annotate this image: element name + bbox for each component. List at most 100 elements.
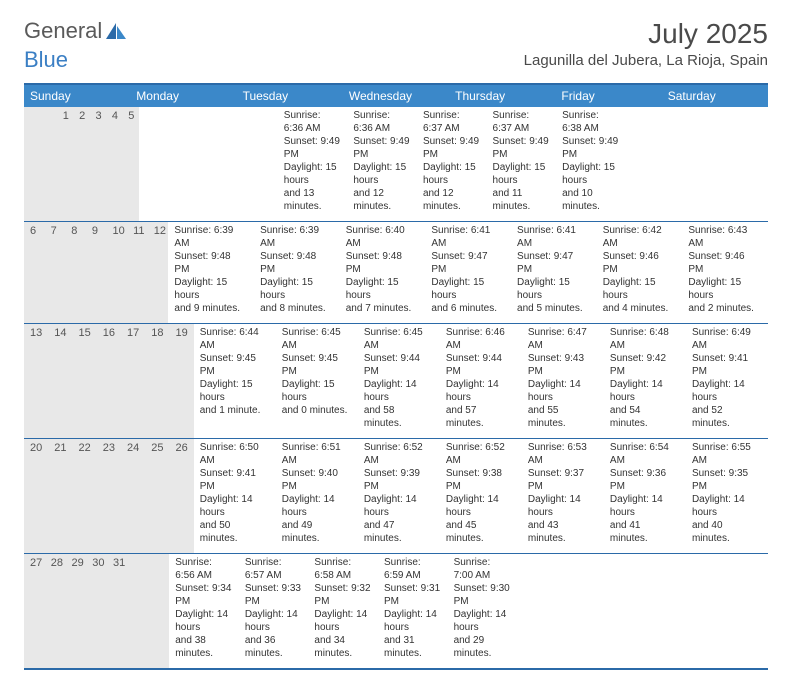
day-detail-line: and 9 minutes. xyxy=(174,302,248,315)
day-number: 28 xyxy=(45,554,66,572)
day-number: 24 xyxy=(121,439,145,457)
day-number: 29 xyxy=(66,554,87,572)
day-number: 26 xyxy=(170,439,194,457)
day-detail-line: Sunrise: 6:38 AM xyxy=(562,109,620,135)
day-number: 3 xyxy=(90,107,106,125)
day-cell: Sunrise: 6:50 AMSunset: 9:41 PMDaylight:… xyxy=(194,439,276,553)
brand-general: General xyxy=(24,18,102,44)
day-cell: Sunrise: 6:44 AMSunset: 9:45 PMDaylight:… xyxy=(194,324,276,438)
day-detail-line: Daylight: 15 hours xyxy=(174,276,248,302)
day-number xyxy=(40,107,56,125)
day-detail-line: Sunset: 9:35 PM xyxy=(692,467,762,493)
day-detail-line: Sunset: 9:49 PM xyxy=(353,135,411,161)
day-detail-line: Sunset: 9:31 PM xyxy=(384,582,442,608)
day-detail-line: Sunrise: 6:39 AM xyxy=(260,224,334,250)
day-detail-line: Daylight: 15 hours xyxy=(346,276,420,302)
day-cell: Sunrise: 6:36 AMSunset: 9:49 PMDaylight:… xyxy=(347,107,417,221)
day-detail-line: Sunrise: 6:37 AM xyxy=(423,109,481,135)
day-number: 11 xyxy=(127,222,148,240)
day-detail-line: and 50 minutes. xyxy=(200,519,270,545)
day-cell: Sunrise: 6:39 AMSunset: 9:48 PMDaylight:… xyxy=(254,222,340,323)
day-number xyxy=(149,554,170,572)
day-detail-line: Daylight: 15 hours xyxy=(423,161,481,187)
weekday-header: Monday xyxy=(130,85,236,107)
day-detail-line: Sunset: 9:49 PM xyxy=(493,135,551,161)
day-detail-line: Daylight: 15 hours xyxy=(284,161,342,187)
day-cell: Sunrise: 6:41 AMSunset: 9:47 PMDaylight:… xyxy=(511,222,597,323)
day-detail-line: Sunrise: 6:39 AM xyxy=(174,224,248,250)
day-cell: Sunrise: 6:37 AMSunset: 9:49 PMDaylight:… xyxy=(487,107,557,221)
daytext-row: Sunrise: 6:50 AMSunset: 9:41 PMDaylight:… xyxy=(194,439,768,553)
week-row: 6789101112Sunrise: 6:39 AMSunset: 9:48 P… xyxy=(24,222,768,324)
day-detail-line: Sunrise: 6:44 AM xyxy=(200,326,270,352)
daynum-row: 12345 xyxy=(24,107,139,221)
day-cell xyxy=(517,554,587,668)
day-detail-line: Sunrise: 6:50 AM xyxy=(200,441,270,467)
day-number: 2 xyxy=(73,107,89,125)
day-detail-line: and 34 minutes. xyxy=(314,634,372,660)
day-detail-line: and 5 minutes. xyxy=(517,302,591,315)
day-cell: Sunrise: 6:53 AMSunset: 9:37 PMDaylight:… xyxy=(522,439,604,553)
day-detail-line: and 40 minutes. xyxy=(692,519,762,545)
day-cell: Sunrise: 6:58 AMSunset: 9:32 PMDaylight:… xyxy=(308,554,378,668)
day-detail-line: Sunset: 9:39 PM xyxy=(364,467,434,493)
week-row: 2728293031Sunrise: 6:56 AMSunset: 9:34 P… xyxy=(24,554,768,668)
day-detail-line: Sunset: 9:41 PM xyxy=(692,352,762,378)
location-subtitle: Lagunilla del Jubera, La Rioja, Spain xyxy=(524,52,768,69)
week-row: 13141516171819Sunrise: 6:44 AMSunset: 9:… xyxy=(24,324,768,439)
day-cell: Sunrise: 6:57 AMSunset: 9:33 PMDaylight:… xyxy=(239,554,309,668)
day-detail-line: Daylight: 15 hours xyxy=(431,276,505,302)
day-number: 31 xyxy=(107,554,128,572)
day-detail-line: Daylight: 14 hours xyxy=(446,493,516,519)
day-number: 7 xyxy=(45,222,66,240)
day-detail-line: and 36 minutes. xyxy=(245,634,303,660)
day-cell xyxy=(208,107,278,221)
day-cell: Sunrise: 6:45 AMSunset: 9:45 PMDaylight:… xyxy=(276,324,358,438)
day-detail-line: Sunset: 9:38 PM xyxy=(446,467,516,493)
day-cell: Sunrise: 6:45 AMSunset: 9:44 PMDaylight:… xyxy=(358,324,440,438)
day-cell: Sunrise: 6:47 AMSunset: 9:43 PMDaylight:… xyxy=(522,324,604,438)
day-detail-line: and 49 minutes. xyxy=(282,519,352,545)
brand-blue: Blue xyxy=(24,47,68,72)
day-detail-line: and 31 minutes. xyxy=(384,634,442,660)
day-detail-line: Daylight: 15 hours xyxy=(493,161,551,187)
day-detail-line: Sunrise: 6:51 AM xyxy=(282,441,352,467)
day-detail-line: and 7 minutes. xyxy=(346,302,420,315)
day-detail-line: Sunset: 9:46 PM xyxy=(688,250,762,276)
day-number: 14 xyxy=(48,324,72,342)
day-detail-line: Sunrise: 6:36 AM xyxy=(284,109,342,135)
day-detail-line: Sunset: 9:32 PM xyxy=(314,582,372,608)
day-cell: Sunrise: 6:41 AMSunset: 9:47 PMDaylight:… xyxy=(425,222,511,323)
weekday-header: Thursday xyxy=(449,85,555,107)
daynum-row: 6789101112 xyxy=(24,222,168,323)
day-detail-line: Daylight: 14 hours xyxy=(610,378,680,404)
month-title: July 2025 xyxy=(524,18,768,50)
day-detail-line: Sunrise: 6:47 AM xyxy=(528,326,598,352)
day-detail-line: Sunrise: 6:40 AM xyxy=(346,224,420,250)
day-detail-line: Sunset: 9:30 PM xyxy=(454,582,512,608)
day-detail-line: Sunset: 9:48 PM xyxy=(346,250,420,276)
day-detail-line: Sunset: 9:48 PM xyxy=(260,250,334,276)
daytext-row: Sunrise: 6:36 AMSunset: 9:49 PMDaylight:… xyxy=(139,107,626,221)
day-detail-line: Sunset: 9:37 PM xyxy=(528,467,598,493)
weeks-container: 12345Sunrise: 6:36 AMSunset: 9:49 PMDayl… xyxy=(24,107,768,668)
day-detail-line: Sunrise: 6:42 AM xyxy=(603,224,677,250)
day-number: 15 xyxy=(73,324,97,342)
weekday-header-row: SundayMondayTuesdayWednesdayThursdayFrid… xyxy=(24,85,768,107)
day-detail-line: Sunset: 9:34 PM xyxy=(175,582,233,608)
weekday-header: Tuesday xyxy=(237,85,343,107)
day-detail-line: Sunrise: 6:59 AM xyxy=(384,556,442,582)
day-detail-line: Sunset: 9:45 PM xyxy=(200,352,270,378)
day-detail-line: Daylight: 14 hours xyxy=(200,493,270,519)
day-detail-line: and 13 minutes. xyxy=(284,187,342,213)
day-detail-line: Daylight: 14 hours xyxy=(446,378,516,404)
day-cell: Sunrise: 6:48 AMSunset: 9:42 PMDaylight:… xyxy=(604,324,686,438)
day-detail-line: Daylight: 14 hours xyxy=(282,493,352,519)
day-cell: Sunrise: 6:46 AMSunset: 9:44 PMDaylight:… xyxy=(440,324,522,438)
day-cell xyxy=(139,107,209,221)
day-detail-line: Sunrise: 6:45 AM xyxy=(364,326,434,352)
day-detail-line: and 55 minutes. xyxy=(528,404,598,430)
day-detail-line: and 45 minutes. xyxy=(446,519,516,545)
day-cell: Sunrise: 6:56 AMSunset: 9:34 PMDaylight:… xyxy=(169,554,239,668)
day-number: 22 xyxy=(73,439,97,457)
